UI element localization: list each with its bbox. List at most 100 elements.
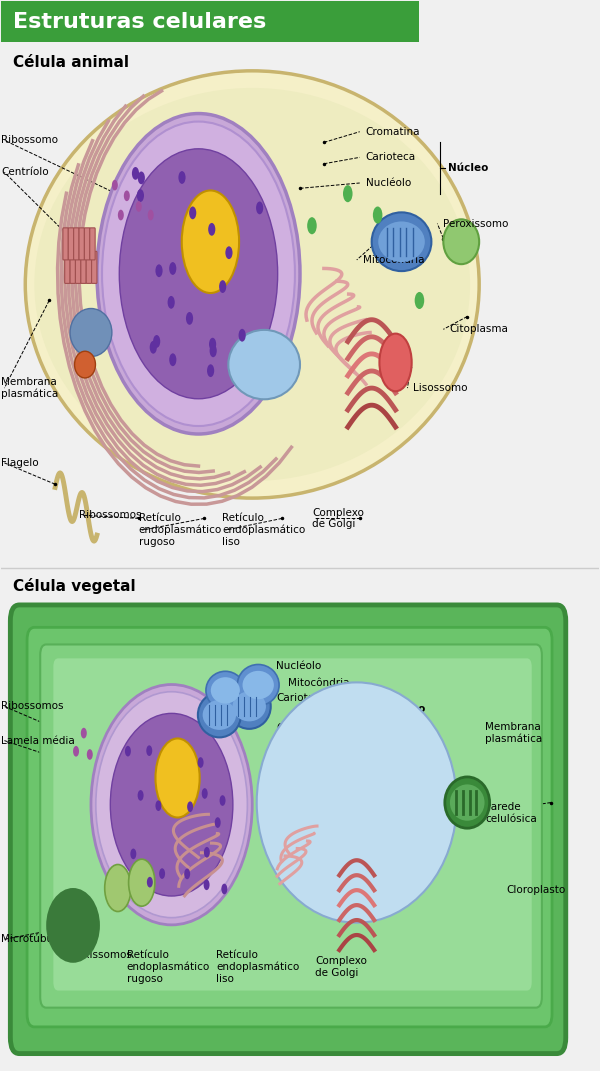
Text: Citoplasma: Citoplasma bbox=[449, 325, 508, 334]
Ellipse shape bbox=[74, 351, 95, 378]
Ellipse shape bbox=[206, 672, 245, 709]
Text: Peroxissomo: Peroxissomo bbox=[443, 218, 509, 228]
FancyBboxPatch shape bbox=[27, 628, 552, 1027]
Circle shape bbox=[128, 859, 155, 906]
Text: Complexo
de Golgi: Complexo de Golgi bbox=[315, 956, 367, 978]
FancyBboxPatch shape bbox=[85, 228, 90, 260]
Text: Ribossomos: Ribossomos bbox=[79, 510, 142, 521]
FancyBboxPatch shape bbox=[65, 252, 70, 284]
Ellipse shape bbox=[445, 776, 490, 828]
Circle shape bbox=[184, 869, 190, 879]
Ellipse shape bbox=[237, 664, 279, 706]
Text: Cloroplasto: Cloroplasto bbox=[506, 885, 566, 895]
Circle shape bbox=[207, 364, 214, 377]
FancyBboxPatch shape bbox=[74, 228, 79, 260]
Circle shape bbox=[159, 869, 165, 879]
Ellipse shape bbox=[378, 222, 425, 262]
Text: Ribossomo: Ribossomo bbox=[1, 135, 58, 146]
FancyBboxPatch shape bbox=[81, 252, 86, 284]
Ellipse shape bbox=[228, 684, 271, 729]
Circle shape bbox=[189, 207, 196, 220]
Circle shape bbox=[105, 864, 131, 911]
Ellipse shape bbox=[119, 149, 278, 398]
Ellipse shape bbox=[34, 88, 470, 481]
Circle shape bbox=[118, 210, 124, 221]
Text: Parede
celulósica: Parede celulósica bbox=[485, 802, 537, 824]
Ellipse shape bbox=[91, 684, 252, 925]
Text: Retículo
endoplasmático
rugoso: Retículo endoplasmático rugoso bbox=[139, 513, 222, 547]
Text: Núcleo: Núcleo bbox=[448, 163, 488, 174]
Circle shape bbox=[147, 877, 153, 888]
Circle shape bbox=[137, 190, 144, 202]
Ellipse shape bbox=[110, 713, 233, 896]
Ellipse shape bbox=[371, 212, 431, 271]
Text: Nucléolo: Nucléolo bbox=[365, 178, 411, 188]
Circle shape bbox=[149, 341, 157, 353]
Circle shape bbox=[178, 171, 185, 184]
Circle shape bbox=[130, 848, 136, 859]
Circle shape bbox=[169, 262, 176, 275]
Circle shape bbox=[73, 745, 79, 756]
Circle shape bbox=[138, 171, 145, 184]
Circle shape bbox=[208, 223, 215, 236]
Circle shape bbox=[124, 191, 130, 201]
Ellipse shape bbox=[229, 330, 300, 399]
Text: Ribossomos: Ribossomos bbox=[1, 702, 64, 711]
Circle shape bbox=[148, 210, 154, 221]
Circle shape bbox=[215, 817, 221, 828]
FancyBboxPatch shape bbox=[63, 228, 68, 260]
Circle shape bbox=[155, 265, 163, 277]
Text: Membrana
plasmática: Membrana plasmática bbox=[1, 377, 59, 399]
Ellipse shape bbox=[211, 677, 240, 704]
Circle shape bbox=[87, 749, 93, 759]
Circle shape bbox=[373, 207, 382, 224]
Ellipse shape bbox=[102, 122, 295, 426]
Ellipse shape bbox=[242, 670, 274, 699]
Circle shape bbox=[256, 201, 263, 214]
Circle shape bbox=[137, 790, 143, 801]
Ellipse shape bbox=[257, 682, 457, 923]
Text: Carioteca: Carioteca bbox=[365, 152, 416, 163]
Circle shape bbox=[209, 345, 217, 358]
Ellipse shape bbox=[198, 693, 241, 738]
Circle shape bbox=[187, 801, 193, 812]
Text: Retículo
endoplasmático
liso: Retículo endoplasmático liso bbox=[223, 513, 305, 547]
Text: Microtúbulos: Microtúbulos bbox=[1, 934, 68, 945]
Circle shape bbox=[415, 292, 424, 310]
Circle shape bbox=[219, 281, 226, 293]
Ellipse shape bbox=[233, 692, 266, 722]
Text: Cromatina: Cromatina bbox=[276, 723, 331, 733]
Ellipse shape bbox=[450, 784, 485, 820]
Text: Lamela média: Lamela média bbox=[1, 736, 75, 745]
Text: Núcleo: Núcleo bbox=[385, 704, 425, 713]
Circle shape bbox=[204, 847, 210, 858]
Text: Retículo
endoplasmático
rugoso: Retículo endoplasmático rugoso bbox=[127, 950, 210, 984]
Circle shape bbox=[209, 337, 216, 350]
Text: Cromatina: Cromatina bbox=[365, 126, 420, 137]
Text: Complexo
de Golgi: Complexo de Golgi bbox=[312, 508, 364, 529]
Text: Retículo
endoplasmático
liso: Retículo endoplasmático liso bbox=[217, 950, 299, 984]
Text: Carioteca: Carioteca bbox=[276, 693, 326, 703]
Circle shape bbox=[220, 795, 226, 805]
Circle shape bbox=[307, 217, 317, 235]
Text: Membrana
plasmática: Membrana plasmática bbox=[485, 722, 542, 744]
Circle shape bbox=[146, 745, 152, 756]
Text: Mitocôndria: Mitocôndria bbox=[363, 255, 424, 265]
FancyBboxPatch shape bbox=[76, 252, 81, 284]
Ellipse shape bbox=[443, 220, 479, 265]
Circle shape bbox=[379, 333, 412, 391]
Circle shape bbox=[155, 739, 200, 817]
Ellipse shape bbox=[96, 692, 247, 918]
FancyBboxPatch shape bbox=[70, 252, 76, 284]
Circle shape bbox=[202, 788, 208, 799]
Ellipse shape bbox=[97, 114, 300, 434]
Circle shape bbox=[239, 329, 246, 342]
Text: Estruturas celulares: Estruturas celulares bbox=[13, 12, 266, 32]
FancyBboxPatch shape bbox=[1, 1, 419, 42]
Ellipse shape bbox=[46, 888, 100, 963]
Text: Célula vegetal: Célula vegetal bbox=[13, 578, 136, 594]
Circle shape bbox=[155, 800, 161, 811]
Ellipse shape bbox=[25, 71, 479, 498]
Circle shape bbox=[136, 201, 142, 212]
Circle shape bbox=[182, 191, 239, 293]
